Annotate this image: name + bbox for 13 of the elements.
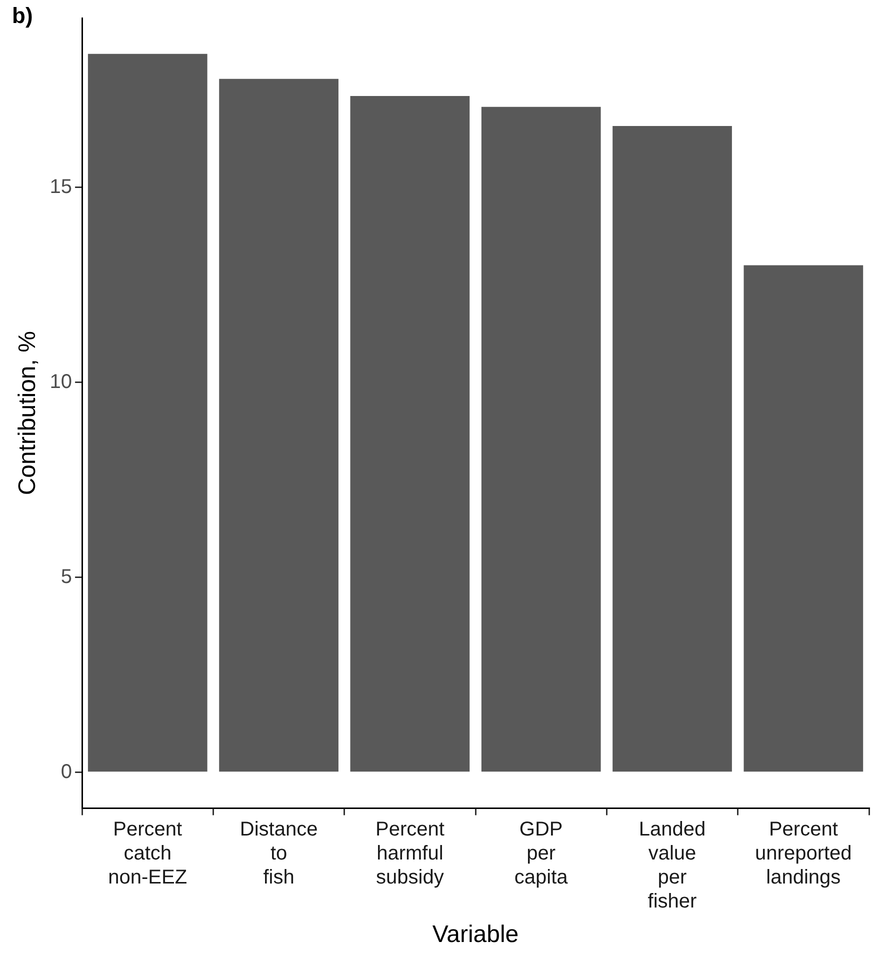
x-tick-label: Landed value per fisher: [638, 818, 706, 913]
y-tick-label: 0: [60, 760, 72, 783]
x-axis-title: Variable: [432, 921, 519, 948]
x-tick-label: Distance to fish: [240, 818, 318, 889]
x-tick-label: GDP per capita: [514, 818, 569, 889]
x-tick-label: Percent catch non-EEZ: [108, 818, 188, 889]
text: b): [12, 3, 33, 28]
y-tick-label: 10: [50, 370, 72, 393]
x-tick-label: Percent unreported landings: [755, 818, 852, 889]
y-tick-label: 15: [50, 176, 72, 198]
x-tick-label: Percent harmful subsidy: [375, 818, 445, 889]
y-axis-title: Contribution, %: [14, 331, 42, 496]
y-tick-label: 5: [60, 566, 72, 588]
